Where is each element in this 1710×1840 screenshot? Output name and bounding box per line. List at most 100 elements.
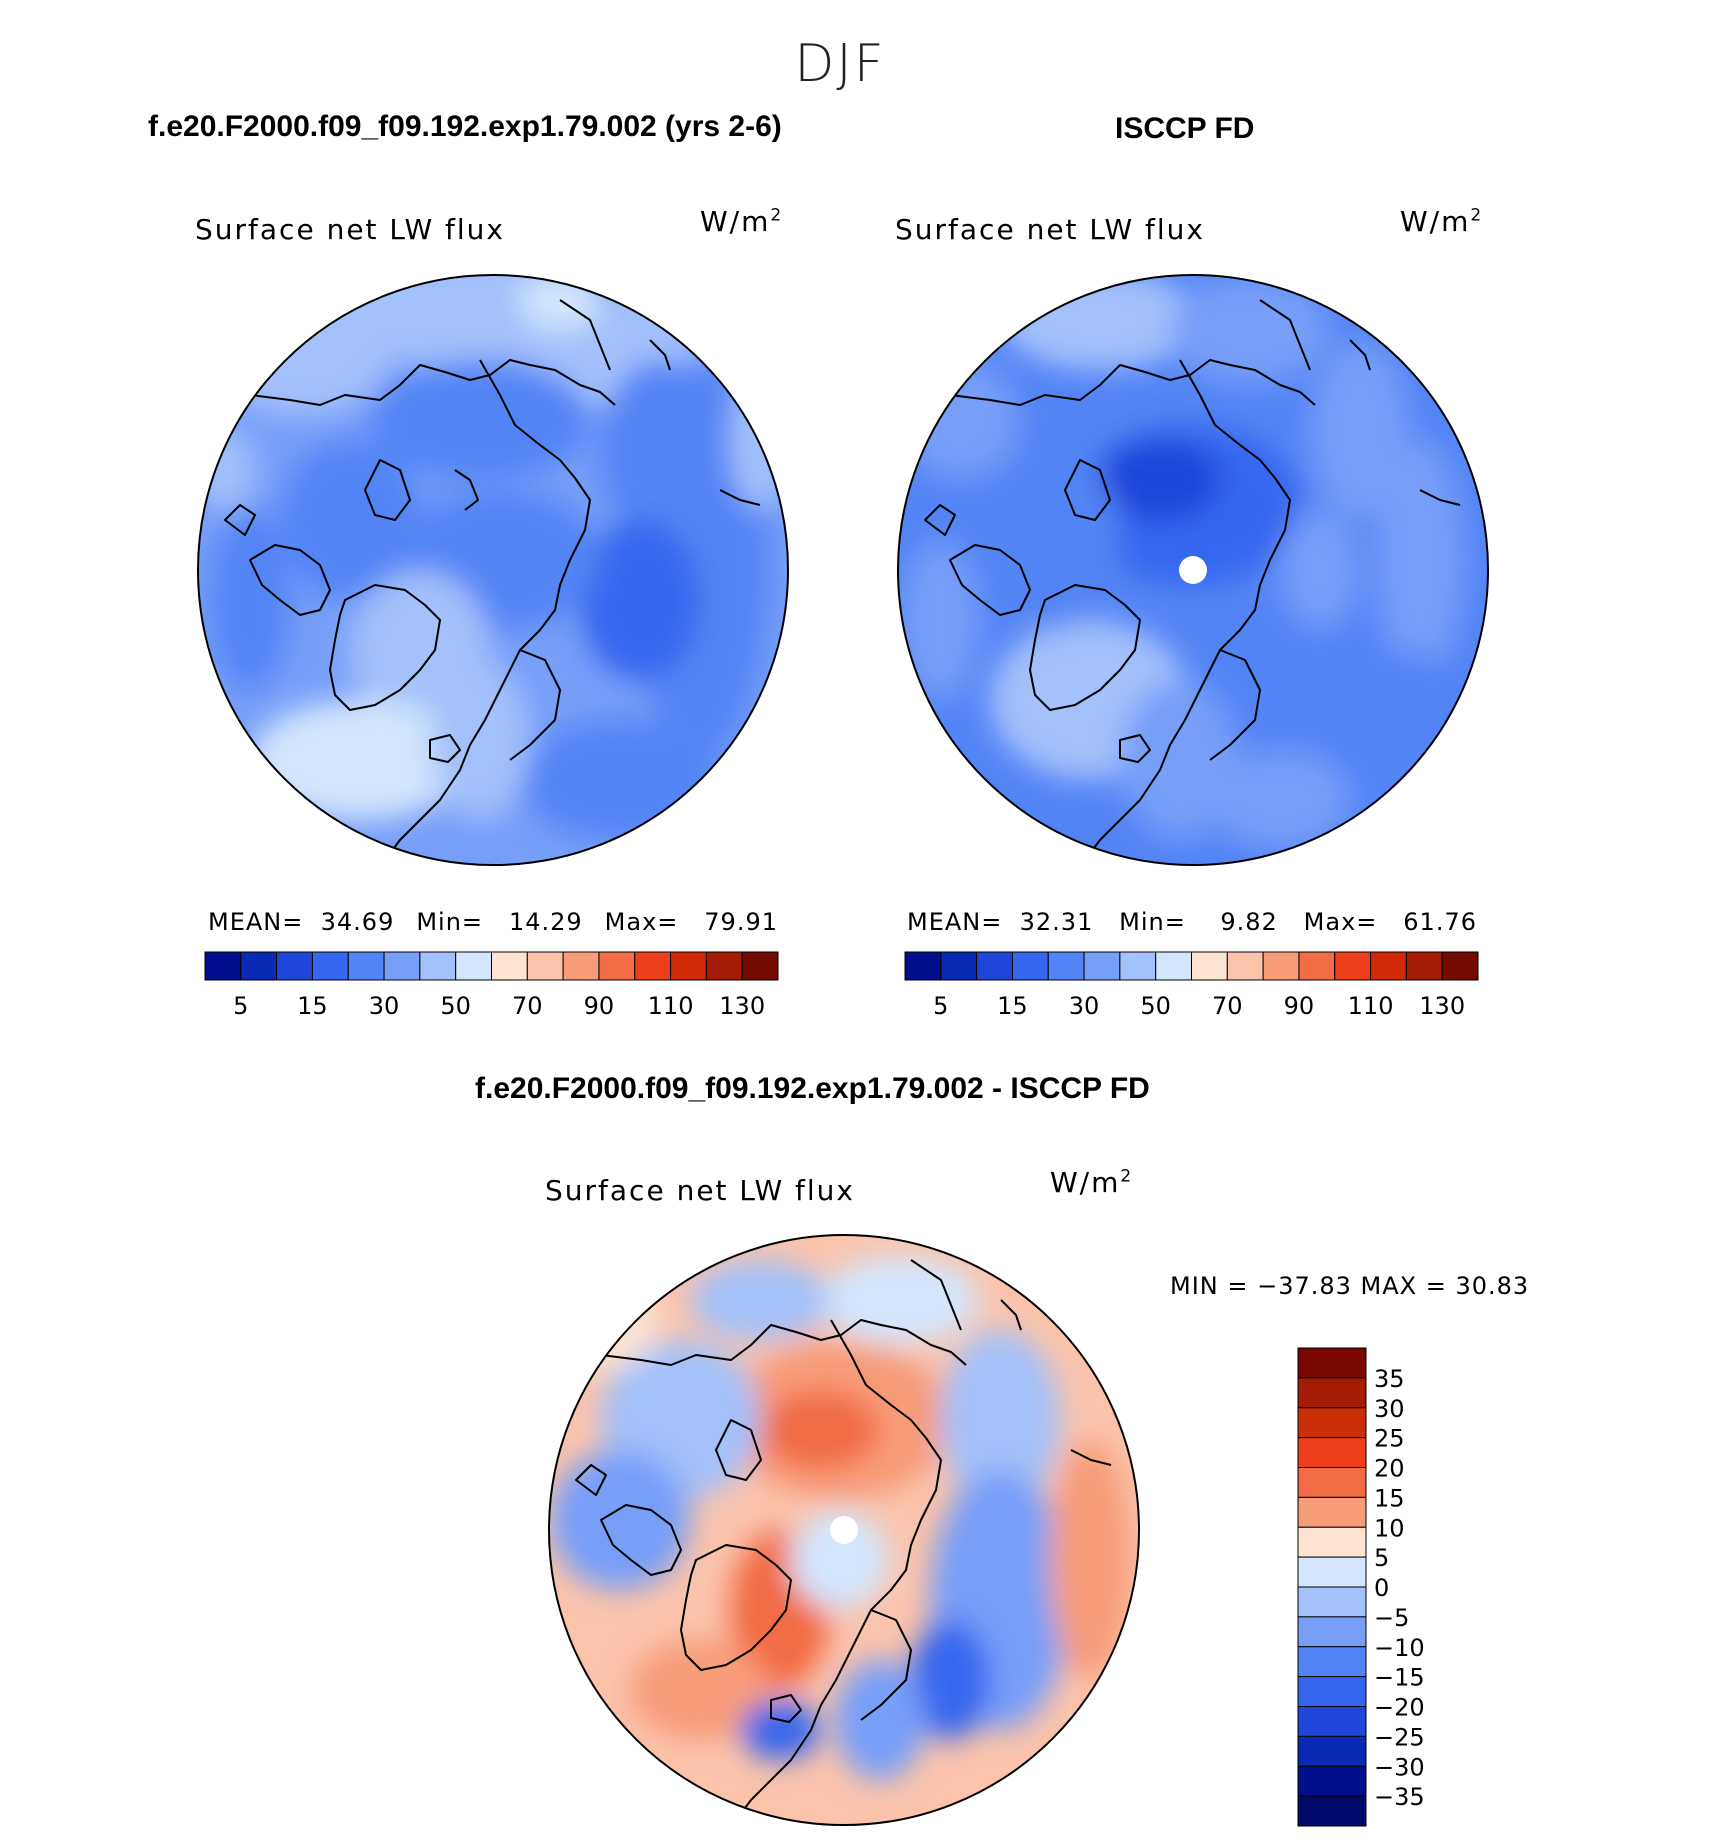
obs-colorbar-swatch xyxy=(904,951,942,981)
model-stats: MEAN= 34.69 Min= 14.29 Max= 79.91 xyxy=(208,908,778,936)
diff-polar-map xyxy=(548,1234,1140,1826)
obs-colorbar-tick-label: 50 xyxy=(1140,992,1171,1020)
obs-colorbar-tick-label: 70 xyxy=(1212,992,1243,1020)
obs-colorbar-swatch xyxy=(1405,951,1443,981)
obs-colorbar-swatch xyxy=(1370,951,1407,981)
obs-colorbar-tick-label: 5 xyxy=(933,992,948,1020)
obs-coastlines xyxy=(924,299,1461,861)
model-units-label: W/m2 xyxy=(700,205,784,238)
model-colorbar-tick-label: 110 xyxy=(648,992,694,1020)
obs-colorbar-tick-label: 110 xyxy=(1348,992,1394,1020)
obs-units-label: W/m2 xyxy=(1400,205,1484,238)
obs-colorbar-swatch xyxy=(1011,951,1049,981)
model-max-value: 79.91 xyxy=(704,908,778,936)
obs-colorbar-tick-label: 30 xyxy=(1069,992,1100,1020)
obs-polar-map xyxy=(897,274,1489,866)
model-colorbar-swatch xyxy=(347,951,385,981)
obs-colorbar-swatch xyxy=(1047,951,1085,981)
diff-colorbar-tick-label: 15 xyxy=(1374,1484,1405,1512)
obs-colorbar: 5 15 30 50 70 90 110 130 xyxy=(904,951,1479,1020)
model-min-label: Min= xyxy=(416,908,484,936)
diff-colorbar-tick-label: 0 xyxy=(1374,1574,1389,1602)
diff-colorbar-swatch xyxy=(1297,1676,1367,1707)
model-colorbar-swatch xyxy=(383,951,421,981)
model-colorbar-swatch xyxy=(705,951,743,981)
obs-colorbar-swatch xyxy=(1083,951,1121,981)
obs-mean-label: MEAN= xyxy=(907,908,1003,936)
model-colorbar-tick-label: 50 xyxy=(440,992,471,1020)
model-colorbar-tick-label: 30 xyxy=(369,992,400,1020)
obs-colorbar-swatch xyxy=(1119,951,1157,981)
diff-colorbar-swatch xyxy=(1297,1467,1367,1498)
obs-colorbar-tick-label: 15 xyxy=(997,992,1028,1020)
diff-colorbar-swatch xyxy=(1297,1735,1367,1767)
diff-colorbar-swatch xyxy=(1297,1437,1367,1468)
obs-colorbar-swatch xyxy=(1155,951,1192,981)
diff-colorbar-swatch xyxy=(1297,1586,1367,1618)
model-colorbar-swatch xyxy=(634,951,672,981)
obs-max-label: Max= xyxy=(1303,908,1378,936)
model-colorbar-swatch xyxy=(670,951,707,981)
obs-min-label: Min= xyxy=(1119,908,1186,936)
model-colorbar-swatch xyxy=(455,951,492,981)
diff-colorbar-tick-label: −20 xyxy=(1374,1694,1425,1722)
diff-case-title: f.e20.F2000.f09_f09.192.exp1.79.002 - IS… xyxy=(475,1072,1150,1105)
obs-colorbar-tick-label: 130 xyxy=(1419,992,1465,1020)
model-colorbar: 5 15 30 50 70 90 110 130 xyxy=(204,951,779,1020)
model-colorbar-swatch xyxy=(526,951,564,981)
model-colorbar-tick-label: 5 xyxy=(233,992,248,1020)
model-max-label: Max= xyxy=(604,908,679,936)
diff-colorbar-swatch xyxy=(1297,1347,1367,1379)
model-colorbar-tick-label: 90 xyxy=(584,992,615,1020)
model-colorbar-swatch xyxy=(204,951,242,981)
diff-colorbar-tick-label: −5 xyxy=(1374,1604,1409,1632)
diff-colorbar-swatch xyxy=(1297,1616,1367,1648)
diff-colorbar-tick-label: −25 xyxy=(1374,1723,1425,1751)
model-colorbar-swatch xyxy=(276,951,313,981)
diff-colorbar-swatch xyxy=(1297,1556,1367,1588)
obs-colorbar-swatch xyxy=(1334,951,1372,981)
model-colorbar-tick-label: 15 xyxy=(297,992,328,1020)
model-case-title: f.e20.F2000.f09_f09.192.exp1.79.002 (yrs… xyxy=(148,110,782,143)
model-coastlines xyxy=(224,299,761,861)
diff-units-label: W/m2 xyxy=(1050,1166,1134,1199)
obs-colorbar-swatch xyxy=(1191,951,1228,981)
model-colorbar-swatch xyxy=(240,951,278,981)
model-colorbar-swatch xyxy=(562,951,600,981)
obs-field-label: Surface net LW flux xyxy=(895,213,1205,246)
diff-colorbar-tick-label: −35 xyxy=(1374,1783,1425,1811)
model-field-label: Surface net LW flux xyxy=(195,213,505,246)
diff-colorbar-swatch xyxy=(1297,1407,1367,1439)
diff-colorbar-tick-label: 35 xyxy=(1374,1365,1405,1393)
model-colorbar-swatch xyxy=(741,951,779,981)
obs-colorbar-swatch xyxy=(1298,951,1336,981)
obs-colorbar-swatch xyxy=(976,951,1013,981)
obs-colorbar-swatch xyxy=(1226,951,1264,981)
model-colorbar-swatch xyxy=(598,951,636,981)
diff-colorbar-swatch xyxy=(1297,1496,1367,1528)
diff-colorbar-swatch xyxy=(1297,1765,1367,1797)
obs-case-title: ISCCP FD xyxy=(1115,112,1255,145)
model-colorbar-tick-label: 130 xyxy=(719,992,765,1020)
model-min-value: 14.29 xyxy=(508,908,583,936)
obs-colorbar-swatch xyxy=(940,951,978,981)
model-polar-map xyxy=(197,274,789,866)
model-colorbar-swatch xyxy=(491,951,528,981)
season-title: DJF xyxy=(794,34,886,94)
obs-min-value: 9.82 xyxy=(1220,908,1278,936)
obs-colorbar-tick-label: 90 xyxy=(1284,992,1315,1020)
diff-colorbar-swatch xyxy=(1297,1377,1367,1409)
diff-field-label: Surface net LW flux xyxy=(545,1174,855,1207)
diff-colorbar-tick-label: 30 xyxy=(1374,1395,1405,1423)
model-colorbar-swatch xyxy=(419,951,457,981)
diff-colorbar-tick-label: −30 xyxy=(1374,1753,1425,1781)
diff-colorbar-tick-label: 20 xyxy=(1374,1455,1405,1483)
diff-colorbar-tick-label: 10 xyxy=(1374,1514,1405,1542)
diff-colorbar-tick-label: 5 xyxy=(1374,1544,1389,1572)
model-colorbar-swatch xyxy=(311,951,349,981)
diff-colorbar-swatch xyxy=(1297,1646,1367,1678)
diff-coastlines xyxy=(575,1259,1112,1821)
obs-max-value: 61.76 xyxy=(1403,908,1477,936)
